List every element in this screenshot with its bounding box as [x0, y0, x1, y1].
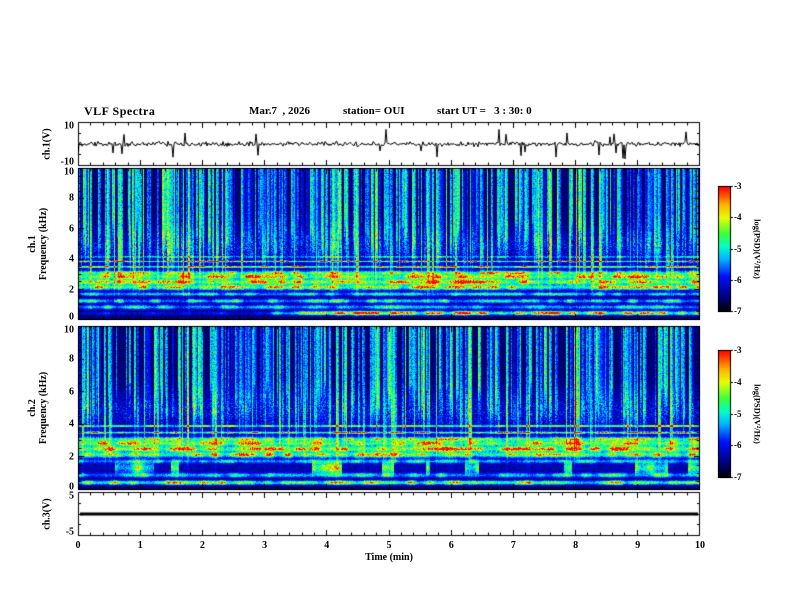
x-axis-tick-label: 3: [262, 540, 268, 551]
header-start-ut: start UT = 3 : 30: 0: [437, 105, 532, 117]
ch2-frequency-axis-label: ch.2 Frequency (kHz): [27, 372, 49, 444]
ch1spec-tick-label: 8: [69, 192, 74, 204]
x-axis-tick-label: 6: [448, 540, 454, 551]
ch2spec-tick-label: 6: [69, 386, 74, 398]
ch2spec-tick-label: 8: [69, 353, 74, 365]
figure-title: VLF Spectra: [84, 104, 156, 118]
ch1spec-tick-label: 0: [69, 311, 74, 323]
ch2spec-tick-label: 10: [64, 324, 74, 336]
colorbar1-canvas: [718, 186, 731, 312]
colorbar1-tick-label: -4: [734, 212, 742, 223]
ch2-spectrogram-canvas: [78, 326, 700, 490]
colorbar1-tick-label: -7: [734, 306, 742, 316]
x-axis-tick-label: 4: [324, 540, 330, 551]
colorbar2-label: log(PSD)(V²/Hz): [752, 384, 763, 444]
ch3v-tick-label: -5: [65, 526, 74, 538]
colorbar1-tick-label: -5: [734, 243, 742, 254]
x-axis-tick-label: 1: [137, 540, 143, 551]
ch1-axis-label-line1: ch.1: [27, 235, 38, 253]
ch1spec-tick-label: 6: [69, 223, 74, 235]
colorbar2-tick-label: -6: [734, 440, 742, 451]
ch1spec-tick-label: 10: [64, 166, 74, 178]
ch1spec-tick-label: 4: [69, 253, 74, 265]
ch1v-tick-label: 10: [64, 120, 74, 132]
colorbar2-tick-label: -7: [734, 472, 742, 482]
colorbar2-canvas: [718, 350, 731, 478]
x-axis-tick-label: 9: [635, 540, 641, 551]
ch2spec-tick-label: 4: [69, 418, 74, 430]
colorbar1-label: log(PSD)(V²/Hz): [752, 219, 763, 279]
x-axis-tick-label: 2: [199, 540, 205, 551]
header-date: Mar.7 , 2026: [249, 105, 311, 117]
ch2-axis-label-line2: Frequency (kHz): [38, 371, 49, 445]
x-axis-tick-label: 0: [75, 540, 81, 551]
header-station: station= OUI: [343, 105, 405, 117]
ch1-voltage-axis-label: ch.1(V): [41, 128, 53, 160]
colorbar1-tick-label: -3: [734, 181, 742, 191]
x-axis-tick-label: 8: [573, 540, 579, 551]
ch2-axis-label-line1: ch.2: [27, 399, 38, 417]
x-axis-tick-label: 5: [386, 540, 392, 551]
ch1spec-tick-label: 2: [69, 284, 74, 296]
ch1-voltage-waveform-canvas: [78, 122, 700, 166]
colorbar1-tick-label: -6: [734, 274, 742, 285]
ch3-voltage-axis-label: ch.3(V): [41, 498, 53, 530]
ch1-spectrogram-canvas: [78, 168, 700, 320]
time-axis-label: Time (min): [365, 552, 413, 563]
ch1-axis-label-line2: Frequency (kHz): [38, 207, 49, 281]
ch1-frequency-axis-label: ch.1 Frequency (kHz): [27, 208, 49, 280]
colorbar2-tick-label: -5: [734, 408, 742, 419]
ch3-voltage-waveform-canvas: [78, 492, 700, 536]
colorbar2-tick-label: -3: [734, 345, 742, 355]
ch2spec-tick-label: 2: [69, 451, 74, 463]
x-axis-tick-label: 7: [510, 540, 516, 551]
colorbar2-tick-label: -4: [734, 376, 742, 387]
x-axis-tick-label: 10: [695, 540, 705, 551]
ch3v-tick-label: 5: [69, 490, 74, 502]
